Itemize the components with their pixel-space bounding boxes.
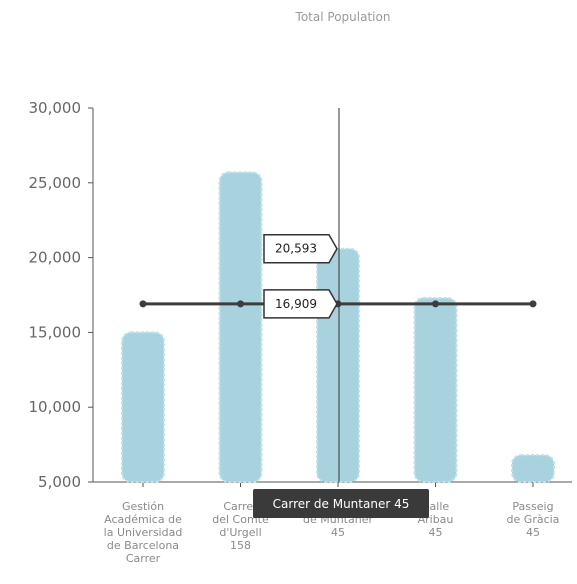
bar xyxy=(121,331,165,483)
y-tick-label: 10,000 xyxy=(29,398,82,416)
line-point xyxy=(432,300,439,308)
x-category-line: la Universidad xyxy=(104,526,183,539)
chart-title: Total Population xyxy=(295,10,391,24)
y-tick-label: 20,000 xyxy=(29,249,82,267)
tooltip-text: Carrer de Muntaner 45 xyxy=(273,497,410,511)
bar-value-label-text: 20,593 xyxy=(275,242,317,256)
x-category-line: 158 xyxy=(230,539,251,552)
bar xyxy=(511,454,555,483)
x-category-line: Académica de xyxy=(104,513,182,526)
x-category-line: Carrer xyxy=(223,500,258,513)
y-tick-label: 5,000 xyxy=(38,473,81,491)
line-point xyxy=(139,300,147,308)
x-category-line: de Gràcia xyxy=(507,513,560,526)
x-category-label: Gestión Académica de la Universidad de Barc… xyxy=(104,500,183,565)
x-category-label: Passeig de Gràcia 45 xyxy=(507,500,560,539)
line-value-label-box xyxy=(263,289,338,319)
x-category-line: Carrer xyxy=(126,552,161,565)
line-point xyxy=(529,300,537,308)
x-category-line: 45 xyxy=(331,526,345,539)
y-tick-label: 15,000 xyxy=(29,323,82,341)
x-category-line: de Barcelona xyxy=(107,539,179,552)
bar xyxy=(316,247,360,483)
line-point xyxy=(237,300,244,308)
bar-value-label-box xyxy=(263,233,338,264)
line-value-label-text: 16,909 xyxy=(275,297,317,311)
bar xyxy=(218,171,263,483)
x-category-line: d'Urgell xyxy=(219,526,261,539)
x-category-line: Gestión xyxy=(122,500,164,513)
y-tick-label: 25,000 xyxy=(29,174,82,192)
x-category-label: Carrer del Comte d'Urgell 158 xyxy=(212,500,269,552)
x-category-line: 45 xyxy=(429,526,443,539)
tooltip-box xyxy=(253,489,429,518)
y-tick-label: 30,000 xyxy=(29,99,82,117)
x-category-line: 45 xyxy=(526,526,540,539)
x-category-line: Passeig xyxy=(512,500,553,513)
bar xyxy=(413,296,458,483)
